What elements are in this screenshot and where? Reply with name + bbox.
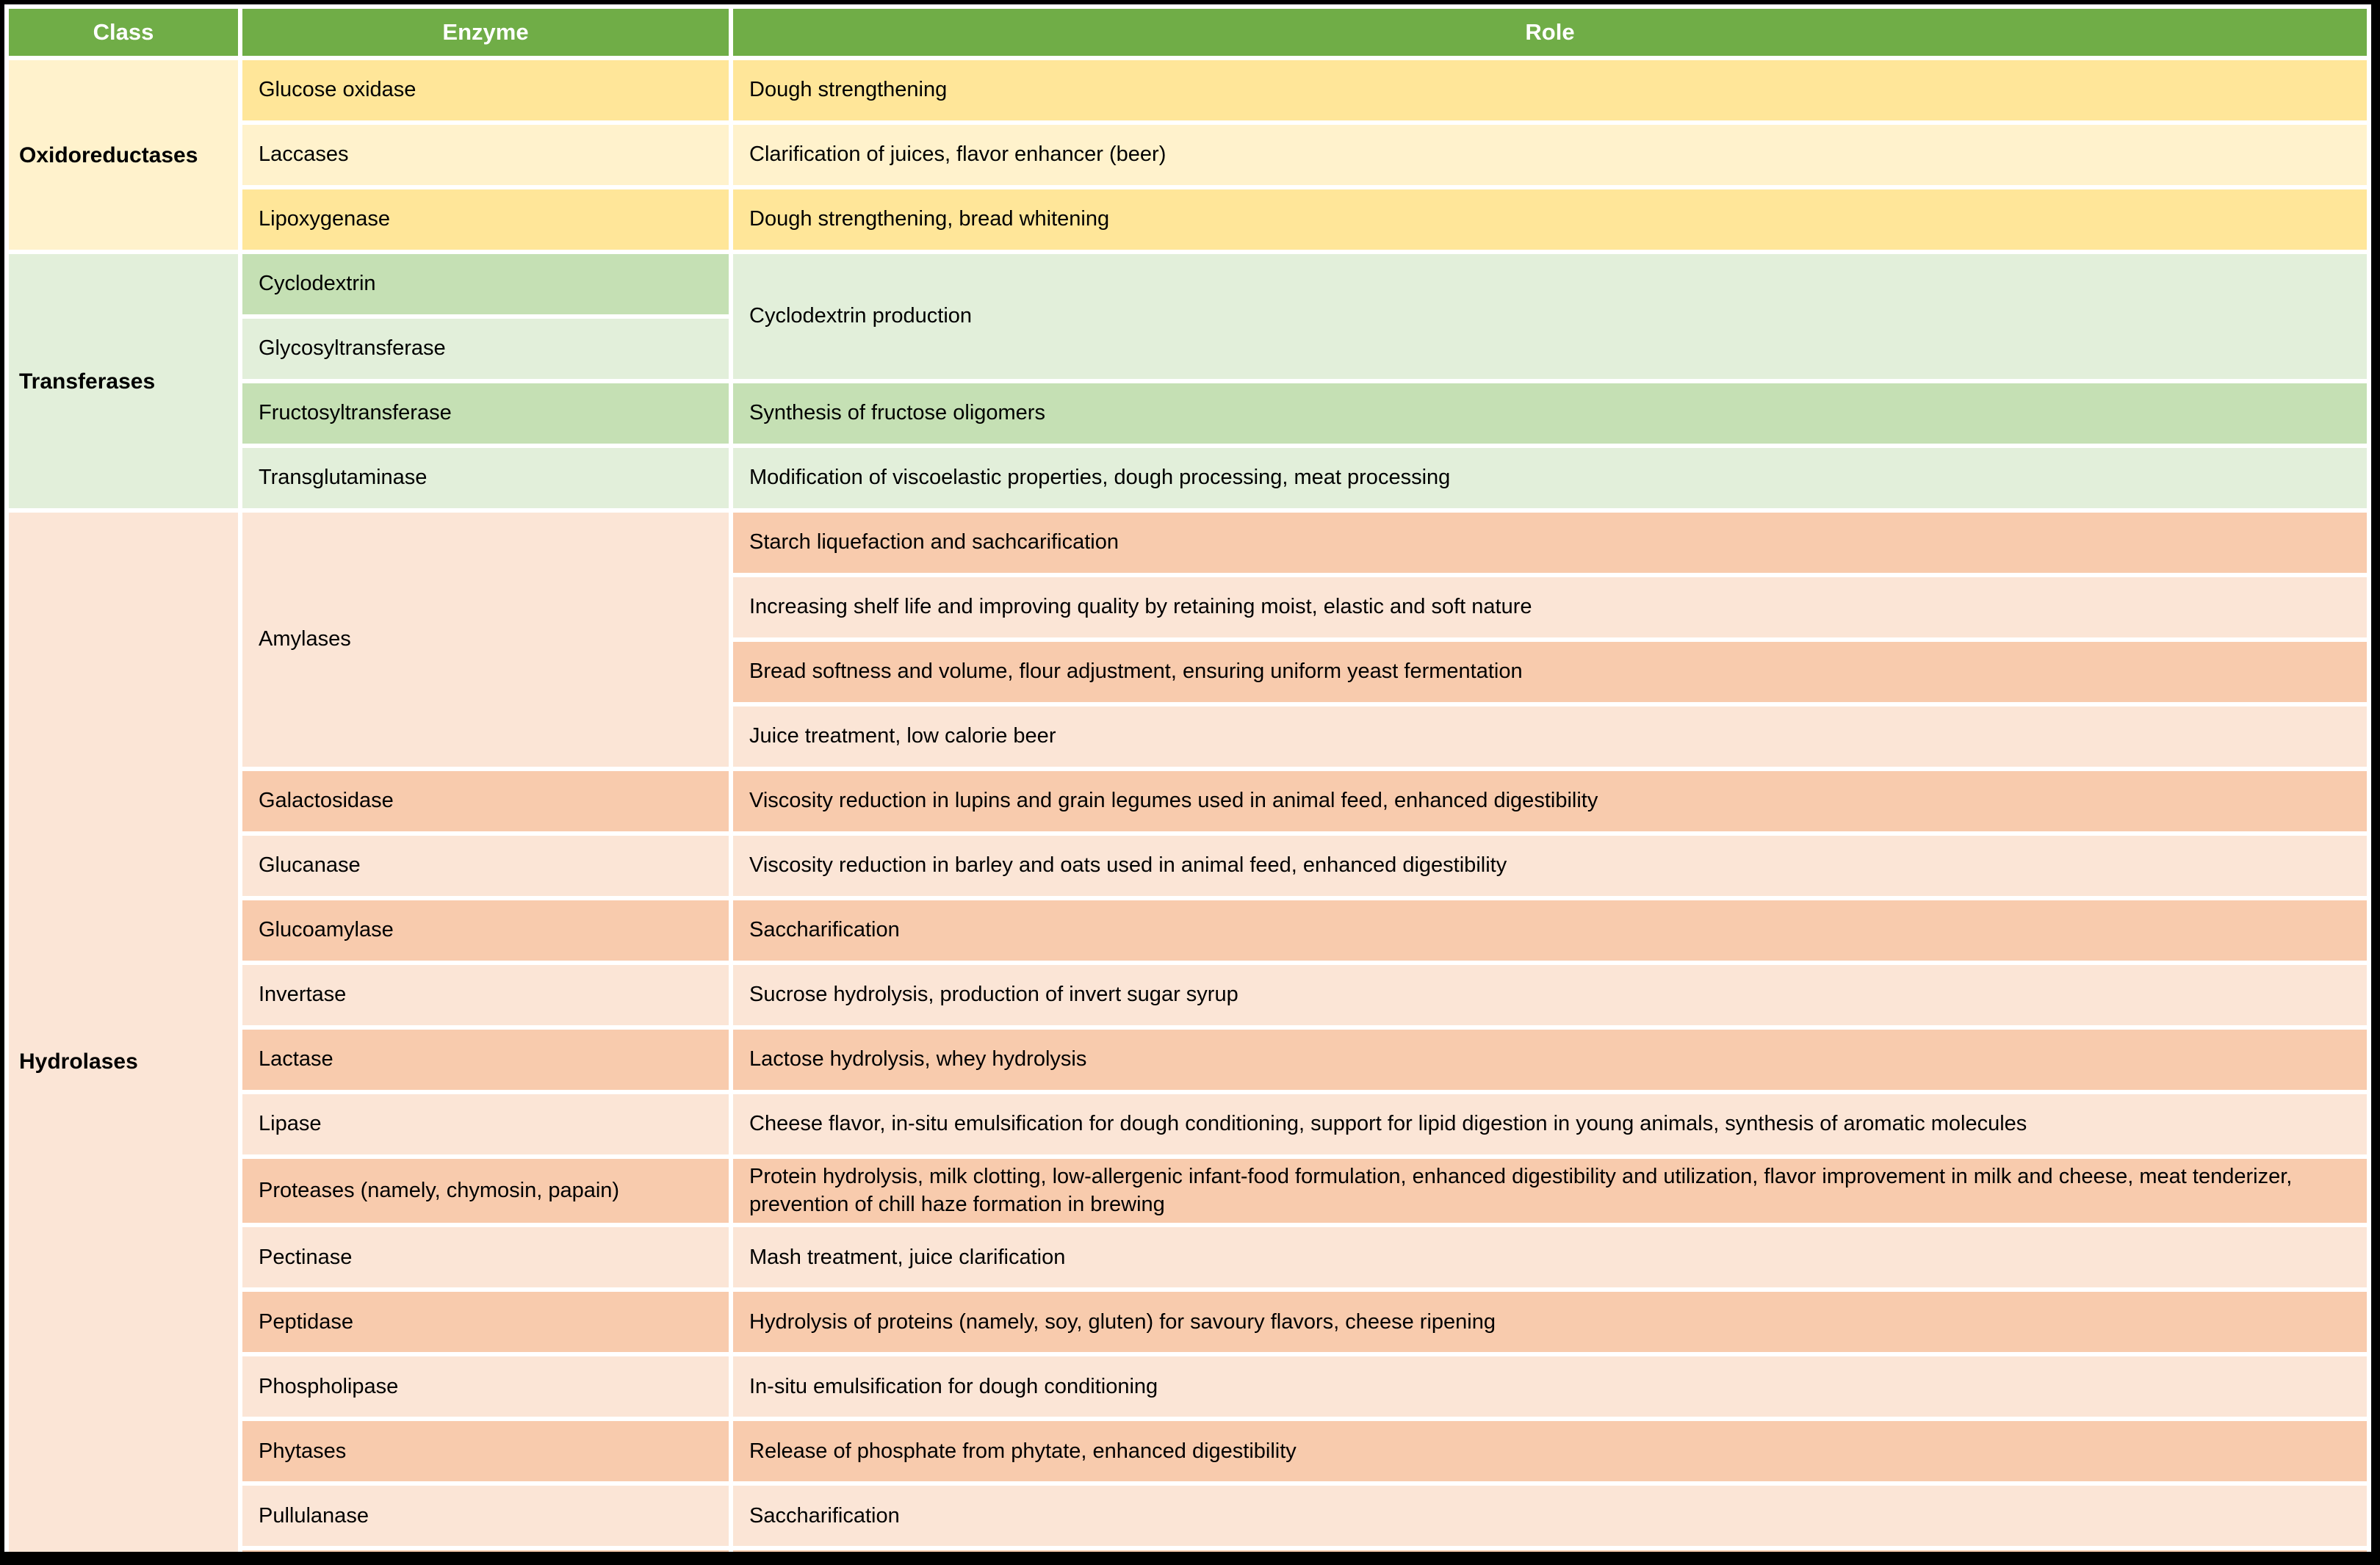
enzyme-cell: Phospholipase [242, 1356, 729, 1417]
role-cell: In-situ emulsification for dough conditi… [733, 1356, 2367, 1417]
table-row: Lactase Lactose hydrolysis, whey hydroly… [9, 1030, 2367, 1090]
role-cell: Protein hydrolysis, milk clotting, low-a… [733, 1159, 2367, 1224]
enzyme-cell: Glucose oxidase [242, 60, 729, 120]
enzyme-cell: Cyclodextrin [242, 254, 729, 314]
role-cell: Cheese flavor, in-situ emulsification fo… [733, 1094, 2367, 1154]
role-cell: Starch liquefaction and sachcarification [733, 513, 2367, 573]
role-cell: Modification of viscoelastic properties,… [733, 448, 2367, 508]
table-row: Phytases Release of phosphate from phyta… [9, 1421, 2367, 1482]
table-row: Glucoamylase Saccharification [9, 900, 2367, 961]
role-cell: Viscosity reduction, enhanced digestibil… [733, 1550, 2367, 1552]
table-row: Transferases Cyclodextrin Cyclodextrin p… [9, 254, 2367, 508]
enzyme-cell: Glucoamylase [242, 900, 729, 961]
role-cell: Synthesis of fructose oligomers [733, 383, 2367, 444]
table-row: Invertase Sucrose hydrolysis, production… [9, 965, 2367, 1025]
table-row: Glucanase Viscosity reduction in barley … [9, 836, 2367, 896]
col-header-enzyme: Enzyme [242, 9, 729, 56]
role-cell: Saccharification [733, 1486, 2367, 1547]
table-row: Fructosyltransferase Synthesis of fructo… [9, 383, 2367, 444]
role-cell: Juice treatment, low calorie beer [733, 706, 2367, 767]
role-cell: Mash treatment, juice clarification [733, 1227, 2367, 1288]
role-cell: Clarification of juices, flavor enhancer… [733, 125, 2367, 185]
enzyme-cell: Lipoxygenase [242, 189, 729, 250]
role-cell: Sucrose hydrolysis, production of invert… [733, 965, 2367, 1025]
enzyme-cell: Glucanase [242, 836, 729, 896]
role-cell: Viscosity reduction in barley and oats u… [733, 836, 2367, 896]
role-cell: Dough strengthening [733, 60, 2367, 120]
table-row: Lipoxygenase Dough strengthening, bread … [9, 189, 2367, 250]
table-row: Increasing shelf life and improving qual… [9, 577, 2367, 637]
header-row: Class Enzyme Role [9, 9, 2367, 56]
table-row: Glycosyltransferase [9, 319, 2367, 379]
table-row: Transglutaminase Modification of viscoel… [9, 448, 2367, 508]
table-row: Peptidase Hydrolysis of proteins (namely… [9, 1292, 2367, 1353]
col-header-class: Class [9, 9, 238, 56]
enzyme-cell: Lipase [242, 1094, 729, 1154]
col-header-role: Role [733, 9, 2367, 56]
enzyme-cell: Pullulanase [242, 1486, 729, 1547]
role-cell: Hydrolysis of proteins (namely, soy, glu… [733, 1292, 2367, 1353]
enzyme-cell: Glycosyltransferase [242, 319, 729, 379]
role-cell: Saccharification [733, 900, 2367, 961]
enzyme-cell: Laccases [242, 125, 729, 185]
enzyme-cell: Pectinase [242, 1227, 729, 1288]
table-row: Galactosidase Viscosity reduction in lup… [9, 771, 2367, 831]
table-row: Proteases (namely, chymosin, papain) Pro… [9, 1159, 2367, 1224]
table-row: Lipase Cheese flavor, in-situ emulsifica… [9, 1094, 2367, 1154]
enzyme-cell: Galactosidase [242, 771, 729, 831]
enzyme-cell: Transglutaminase [242, 448, 729, 508]
role-cell: Cyclodextrin production [733, 254, 2367, 379]
enzyme-cell: Xylanases [242, 1550, 729, 1552]
role-cell: Bread softness and volume, flour adjustm… [733, 642, 2367, 702]
class-cell-hydrolases: Hydrolases [9, 513, 238, 1552]
role-cell: Lactose hydrolysis, whey hydrolysis [733, 1030, 2367, 1090]
enzyme-cell: Invertase [242, 965, 729, 1025]
enzyme-cell: Phytases [242, 1421, 729, 1482]
enzyme-cell: Lactase [242, 1030, 729, 1090]
table-row: Laccases Clarification of juices, flavor… [9, 125, 2367, 185]
role-cell: Dough strengthening, bread whitening [733, 189, 2367, 250]
class-cell-oxidoreductases: Oxidoreductases [9, 60, 238, 250]
role-cell: Viscosity reduction in lupins and grain … [733, 771, 2367, 831]
class-cell-transferases: Transferases [9, 254, 238, 508]
table-row: Juice treatment, low calorie beer [9, 706, 2367, 767]
enzyme-classes-table: Class Enzyme Role Oxidoreductases Glucos… [4, 4, 2371, 1552]
table-row: Oxidoreductases Glucose oxidase Dough st… [9, 60, 2367, 250]
table-row: Pectinase Mash treatment, juice clarific… [9, 1227, 2367, 1288]
table-row: Hydrolases Amylases Starch liquefaction … [9, 513, 2367, 1552]
table-row: Bread softness and volume, flour adjustm… [9, 642, 2367, 702]
role-cell: Release of phosphate from phytate, enhan… [733, 1421, 2367, 1482]
table-row: Xylanases Viscosity reduction, enhanced … [9, 1550, 2367, 1552]
enzyme-cell: Fructosyltransferase [242, 383, 729, 444]
enzyme-cell: Proteases (namely, chymosin, papain) [242, 1159, 729, 1224]
enzyme-cell: Peptidase [242, 1292, 729, 1353]
table-row: Pullulanase Saccharification [9, 1486, 2367, 1547]
table-row: Phospholipase In-situ emulsification for… [9, 1356, 2367, 1417]
enzyme-cell: Amylases [242, 513, 729, 767]
role-cell: Increasing shelf life and improving qual… [733, 577, 2367, 637]
